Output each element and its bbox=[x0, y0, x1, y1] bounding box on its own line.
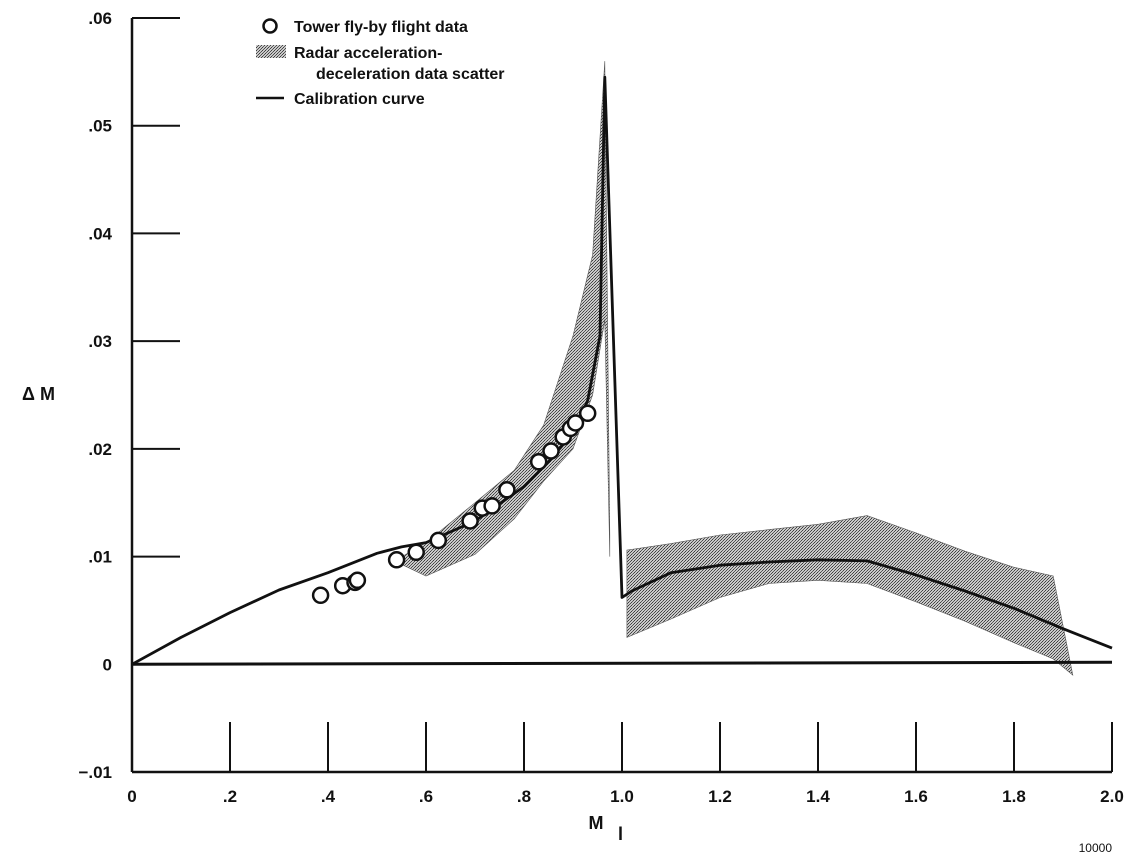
x-tick-label: 0 bbox=[127, 787, 136, 806]
tower-flyby-point bbox=[578, 404, 597, 423]
radar-scatter-band bbox=[396, 61, 611, 577]
tower-flyby-point bbox=[542, 442, 560, 460]
x-tick-label: 2.0 bbox=[1100, 787, 1124, 806]
y-tick-label: −.01 bbox=[78, 763, 112, 782]
x-tick-label: 1.2 bbox=[708, 787, 732, 806]
figure-number: 10000 bbox=[1079, 841, 1113, 855]
tower-flyby-point bbox=[483, 497, 501, 515]
y-tick-label: 0 bbox=[103, 655, 112, 674]
y-tick-label: .01 bbox=[88, 548, 112, 567]
y-tick-label: .06 bbox=[88, 9, 112, 28]
y-tick-label: .03 bbox=[88, 332, 112, 351]
calibration-curve bbox=[131, 75, 1113, 666]
x-tick-label: .4 bbox=[321, 787, 336, 806]
tower-flyby-point bbox=[407, 543, 425, 562]
y-axis-title: Δ M bbox=[22, 384, 55, 404]
x-tick-label: .8 bbox=[517, 787, 531, 806]
legend: Tower fly-by flight data Radar accelerati… bbox=[256, 18, 505, 108]
axes: −.01 0 .01 .02 .03 .04 .05 .06 0 .2 .4 .6 .8 1.0 1.2 1.… bbox=[78, 9, 1123, 806]
tower-flyby-point bbox=[311, 586, 330, 605]
tower-flyby-point bbox=[429, 531, 448, 550]
x-tick-label: 1.6 bbox=[904, 787, 928, 806]
legend-circle-marker bbox=[262, 18, 278, 34]
tower-flyby-point bbox=[461, 512, 479, 530]
axis-labels: Δ M M l 10000 bbox=[22, 384, 1112, 855]
x-tick-label: .2 bbox=[223, 787, 237, 806]
tower-flyby-points-group bbox=[311, 404, 597, 605]
legend-label: Radar acceleration- bbox=[294, 45, 443, 62]
legend-label: Calibration curve bbox=[294, 91, 425, 108]
x-axis-title: M bbox=[589, 813, 604, 833]
tower-flyby-point bbox=[387, 551, 406, 569]
y-tick-label: .02 bbox=[88, 440, 112, 459]
y-tick-label: .05 bbox=[88, 117, 112, 136]
legend-label-continued: deceleration data scatter bbox=[316, 66, 505, 83]
x-tick-label: 1.8 bbox=[1002, 787, 1026, 806]
legend-label: Tower fly-by flight data bbox=[294, 19, 468, 36]
radar-scatter-band-group bbox=[396, 61, 1074, 676]
tower-flyby-point bbox=[529, 453, 548, 471]
x-tick-label: 1.4 bbox=[806, 787, 830, 806]
tower-flyby-point bbox=[348, 571, 367, 590]
tower-flyby-point bbox=[498, 481, 516, 499]
radar-scatter-band bbox=[626, 515, 1074, 676]
zero-baseline bbox=[131, 660, 1113, 666]
calibration-curve-group bbox=[131, 75, 1113, 666]
y-tick-label: .04 bbox=[88, 224, 112, 243]
x-axis-title-subscript: l bbox=[618, 824, 623, 844]
x-tick-label: .6 bbox=[419, 787, 433, 806]
legend-band-marker bbox=[256, 45, 286, 58]
x-tick-label: 1.0 bbox=[610, 787, 634, 806]
tower-flyby-point bbox=[566, 414, 585, 432]
